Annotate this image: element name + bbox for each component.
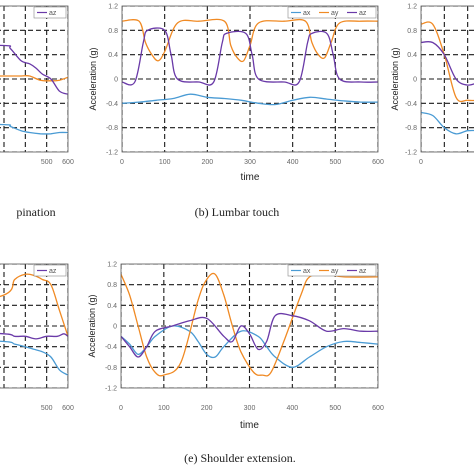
legend-box [287,6,377,19]
legend-box [287,264,377,277]
y-tick-label: -0.4 [105,344,117,351]
chart-panel-e: 0 100 200 300 400 500 600 -1.2 -0.8 -0.4 0 0.4 0.8 1.… [87,262,384,432]
legend-label-ax: ax [303,268,311,275]
legend-b: ax ay az [287,6,377,19]
y-tick-label: 0 [114,77,118,84]
x-tick-label: 400 [286,405,298,412]
series-line-az [121,312,378,358]
x-tick-label: 600 [372,405,384,412]
series-line-ax [0,340,68,376]
x-tick-label: 200 [201,159,213,166]
x-axis-label: time [241,172,260,183]
legend-label-az: az [359,268,367,275]
caption-a: pination [16,205,55,219]
x-axis-label: time [240,420,259,431]
plot-frame-b [121,5,379,153]
x-tick-label: 600 [62,405,74,412]
x-tick-label: 600 [372,159,384,166]
x-tick-label: 0 [419,159,423,166]
x-tick-label: 300 [244,159,256,166]
x-tick-label: 500 [41,159,53,166]
x-tick-label: 500 [41,405,53,412]
series-group-e [121,272,378,377]
y-axis-label: Acceleration (g) [87,294,97,357]
y-tick-label: -0.4 [405,101,417,108]
legend-box [33,264,67,277]
y-tick-label: 0 [113,324,117,331]
y-tick-label: -1.2 [405,150,417,157]
plot-frame-d [0,263,69,389]
x-tick-label: 0 [119,405,123,412]
series-line-ax [121,325,378,368]
y-tick-label: 1.2 [108,4,118,11]
caption-b: (b) Lumbar touch [195,205,280,219]
y-tick-label: 0.4 [107,303,117,310]
y-axis-label: Acceleration (g) [88,47,98,110]
y-tick-label: -0.8 [106,125,118,132]
legend-label-ay: ay [331,268,339,275]
x-tick-label: 200 [201,405,213,412]
series-group-b [122,18,378,106]
y-tick-label: 0.4 [407,52,417,59]
y-tick-label: -0.8 [405,125,417,132]
y-axis-label: Acceleration (g) [390,47,400,110]
series-group-c [421,21,474,135]
y-tick-label: 0.8 [107,282,117,289]
x-tick-label: 100 [159,159,171,166]
legend-a: az [33,6,67,19]
caption-e: (e) Shoulder extension. [184,451,296,465]
series-line-az [0,332,68,340]
legend-label-az: az [359,10,367,17]
x-tick-label: 500 [329,159,341,166]
grid-a [0,6,68,152]
x-tick-label: 400 [287,159,299,166]
legend-label-az: az [49,268,57,275]
legend-e: ax ay az [287,264,377,277]
series-line-az [0,44,68,95]
plot-frame-e [120,263,379,389]
x-tick-label: 300 [244,405,256,412]
y-tick-label: -1.2 [106,150,118,157]
x-tick-label: 100 [158,405,170,412]
legend-label-az: az [49,10,57,17]
series-line-ay [0,74,68,82]
grid-e [121,264,378,388]
series-line-az [122,27,378,86]
x-tick-label: 600 [62,159,74,166]
y-tick-label: 0.8 [407,28,417,35]
y-tick-label: 0 [413,77,417,84]
series-line-ax [421,111,474,135]
legend-label-ay: ay [331,10,339,17]
y-tick-label: 0.8 [108,28,118,35]
y-tick-label: 1.2 [107,262,117,269]
legend-label-ax: ax [303,10,311,17]
y-tick-label: -1.2 [105,386,117,393]
x-tick-label: 500 [329,405,341,412]
series-group-d [0,273,68,376]
series-line-ay [121,272,378,377]
legend-box [33,6,67,19]
series-line-ay [0,273,68,337]
series-group-a [0,44,68,135]
series-line-ax [122,93,378,106]
x-tick-label: 0 [120,159,124,166]
grid-d [0,264,68,388]
plot-frame-c [420,5,474,153]
chart-panel-d: 500 600 az [0,263,74,412]
plot-frame-a [0,5,69,153]
y-tick-label: -0.4 [106,101,118,108]
legend-d: az [33,264,67,277]
series-line-ay [421,21,474,103]
series-line-az [421,40,474,86]
y-tick-label: 0.4 [108,52,118,59]
series-line-ay [122,18,378,63]
y-tick-label: 1.2 [407,4,417,11]
chart-panel-b: 0 100 200 300 400 500 600 -1.2 -0.8 -0.4 0 0.4 0.8 1.… [88,4,384,184]
y-tick-label: -0.8 [105,365,117,372]
series-line-ax [0,123,68,135]
chart-panel-a: 500 600 az [0,5,74,166]
